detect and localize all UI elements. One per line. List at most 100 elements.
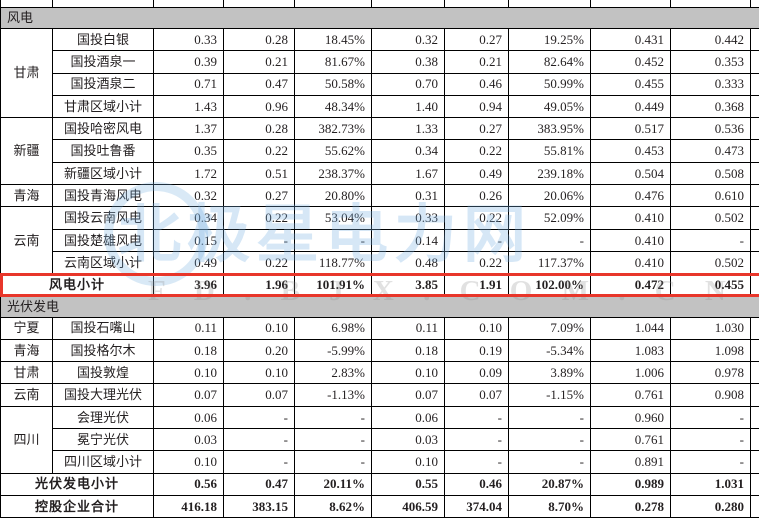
table-cell-value: 0.508 bbox=[671, 162, 751, 184]
table-cell-value: 36.49% bbox=[751, 73, 759, 95]
table-cell-plant: 国投哈密风电 bbox=[53, 118, 154, 140]
table-cell-value: 0.353 bbox=[671, 51, 751, 73]
table-cell-value: - bbox=[445, 229, 509, 251]
table-cell-plant: 云南区域小计 bbox=[53, 251, 154, 273]
table-cell-value: 0.21 bbox=[224, 51, 295, 73]
table-cell-value: 0.32 bbox=[372, 29, 445, 51]
table-cell-value: 0.15 bbox=[154, 229, 224, 251]
table-cell-value: 0.27 bbox=[445, 118, 509, 140]
table-cell-empty bbox=[509, 0, 591, 8]
table-cell-region: 青海 bbox=[1, 339, 53, 361]
table-cell-value: - bbox=[751, 229, 759, 251]
table-cell-value: 0.473 bbox=[671, 140, 751, 162]
table-cell-value: 0.502 bbox=[671, 251, 751, 273]
table-cell-value: 0.46 bbox=[445, 73, 509, 95]
table-cell-empty bbox=[53, 0, 154, 8]
table-cell-value: -4.13% bbox=[751, 473, 759, 495]
table-cell-value: 1.33 bbox=[372, 118, 445, 140]
spreadsheet-table-view: 北极星电力网 F D . B J X . C O M . C N 风电甘肃国投白… bbox=[0, 0, 759, 501]
table-cell-value: 383.95% bbox=[509, 118, 591, 140]
table-cell-value: 0.47 bbox=[224, 73, 295, 95]
table-cell-value: 0.34 bbox=[372, 140, 445, 162]
table-cell-value: 0.26 bbox=[445, 185, 509, 207]
table-cell-value: 18.45% bbox=[295, 29, 372, 51]
table-cell-value: 1.72 bbox=[154, 162, 224, 184]
table-cell-value: 1.43 bbox=[154, 95, 224, 117]
table-cell-region: 四川 bbox=[1, 406, 53, 473]
table-cell-value: 0.22 bbox=[445, 251, 509, 273]
table-cell-value: - bbox=[445, 406, 509, 428]
section-band-label: 光伏发电 bbox=[1, 296, 759, 317]
table-cell-value: - bbox=[671, 429, 751, 451]
table-cell-value: 0.10 bbox=[224, 362, 295, 384]
table-cell-value: 0.19 bbox=[445, 339, 509, 361]
table-cell-value: 21.85% bbox=[751, 95, 759, 117]
table-cell-value: 102.00% bbox=[509, 274, 591, 296]
table-cell-value: -18.31% bbox=[751, 207, 759, 229]
table-cell-region: 青海 bbox=[1, 185, 53, 207]
table-cell-value: - bbox=[224, 429, 295, 451]
section-band-row: 风电 bbox=[1, 8, 759, 29]
table-cell-plant: 国投吐鲁番 bbox=[53, 140, 154, 162]
table-cell-value: 0.536 bbox=[671, 118, 751, 140]
table-cell-value: 0.455 bbox=[591, 73, 671, 95]
table-cell-value: 0.452 bbox=[591, 51, 671, 73]
table-cell-value: 0.06 bbox=[154, 406, 224, 428]
table-cell-plant: 国投大理光伏 bbox=[53, 384, 154, 406]
table-cell-plant: 新疆区域小计 bbox=[53, 162, 154, 184]
table-cell-value: 0.39 bbox=[154, 51, 224, 73]
table-cell-value: -0.80% bbox=[751, 162, 759, 184]
table-cell-region: 云南 bbox=[1, 207, 53, 274]
table-cell-plant: 国投格尔木 bbox=[53, 339, 154, 361]
table-cell-value: 0.27 bbox=[224, 185, 295, 207]
table-cell-value: 0.453 bbox=[591, 140, 671, 162]
table-cell-value: - bbox=[224, 451, 295, 473]
table-cell-value: 0.56 bbox=[154, 473, 224, 495]
table-cell-empty bbox=[295, 0, 372, 8]
table-cell-value: - bbox=[509, 406, 591, 428]
table-cell-value: 0.11 bbox=[154, 317, 224, 339]
table-cell-value: - bbox=[295, 229, 372, 251]
table-cell-value: 0.18 bbox=[154, 339, 224, 361]
table-cell-value: 28.20% bbox=[751, 51, 759, 73]
table-cell-value: 0.989 bbox=[591, 473, 671, 495]
table-cell-value: 53.04% bbox=[295, 207, 372, 229]
table-cell-value: 8.62% bbox=[295, 495, 372, 517]
table-cell-value: 0.978 bbox=[671, 362, 751, 384]
table-cell-value: 0.10 bbox=[372, 362, 445, 384]
table-cell-value: - bbox=[224, 229, 295, 251]
table-cell-value: 0.35 bbox=[154, 140, 224, 162]
table-cell-value: 50.58% bbox=[295, 73, 372, 95]
table-cell-value: -18.32% bbox=[751, 251, 759, 273]
table-cell-value: 0.07 bbox=[372, 384, 445, 406]
table-cell-value: 8.70% bbox=[509, 495, 591, 517]
table-cell-value: 0.960 bbox=[591, 406, 671, 428]
table-cell-value: - bbox=[509, 451, 591, 473]
table-cell-value: 0.11 bbox=[372, 317, 445, 339]
table-cell-value: - bbox=[224, 406, 295, 428]
table-cell-value: 1.37% bbox=[751, 317, 759, 339]
table-cell-region: 甘肃 bbox=[1, 362, 53, 384]
table-cell-value: 1.083 bbox=[591, 339, 671, 361]
table-cell-plant: 国投石嘴山 bbox=[53, 317, 154, 339]
table-cell-value: -5.34% bbox=[509, 339, 591, 361]
table-cell-value: - bbox=[751, 451, 759, 473]
table-cell-value: 0.20 bbox=[224, 339, 295, 361]
table-cell-value: 0.22 bbox=[445, 207, 509, 229]
table-cell-value: 52.09% bbox=[509, 207, 591, 229]
table-cell-value: 1.030 bbox=[671, 317, 751, 339]
table-cell-value: 0.07 bbox=[445, 384, 509, 406]
table-cell-value: 0.03 bbox=[154, 429, 224, 451]
table-cell-value: -1.15% bbox=[509, 384, 591, 406]
table-cell-region: 新疆 bbox=[1, 118, 53, 185]
table-cell-value: 0.06 bbox=[372, 406, 445, 428]
